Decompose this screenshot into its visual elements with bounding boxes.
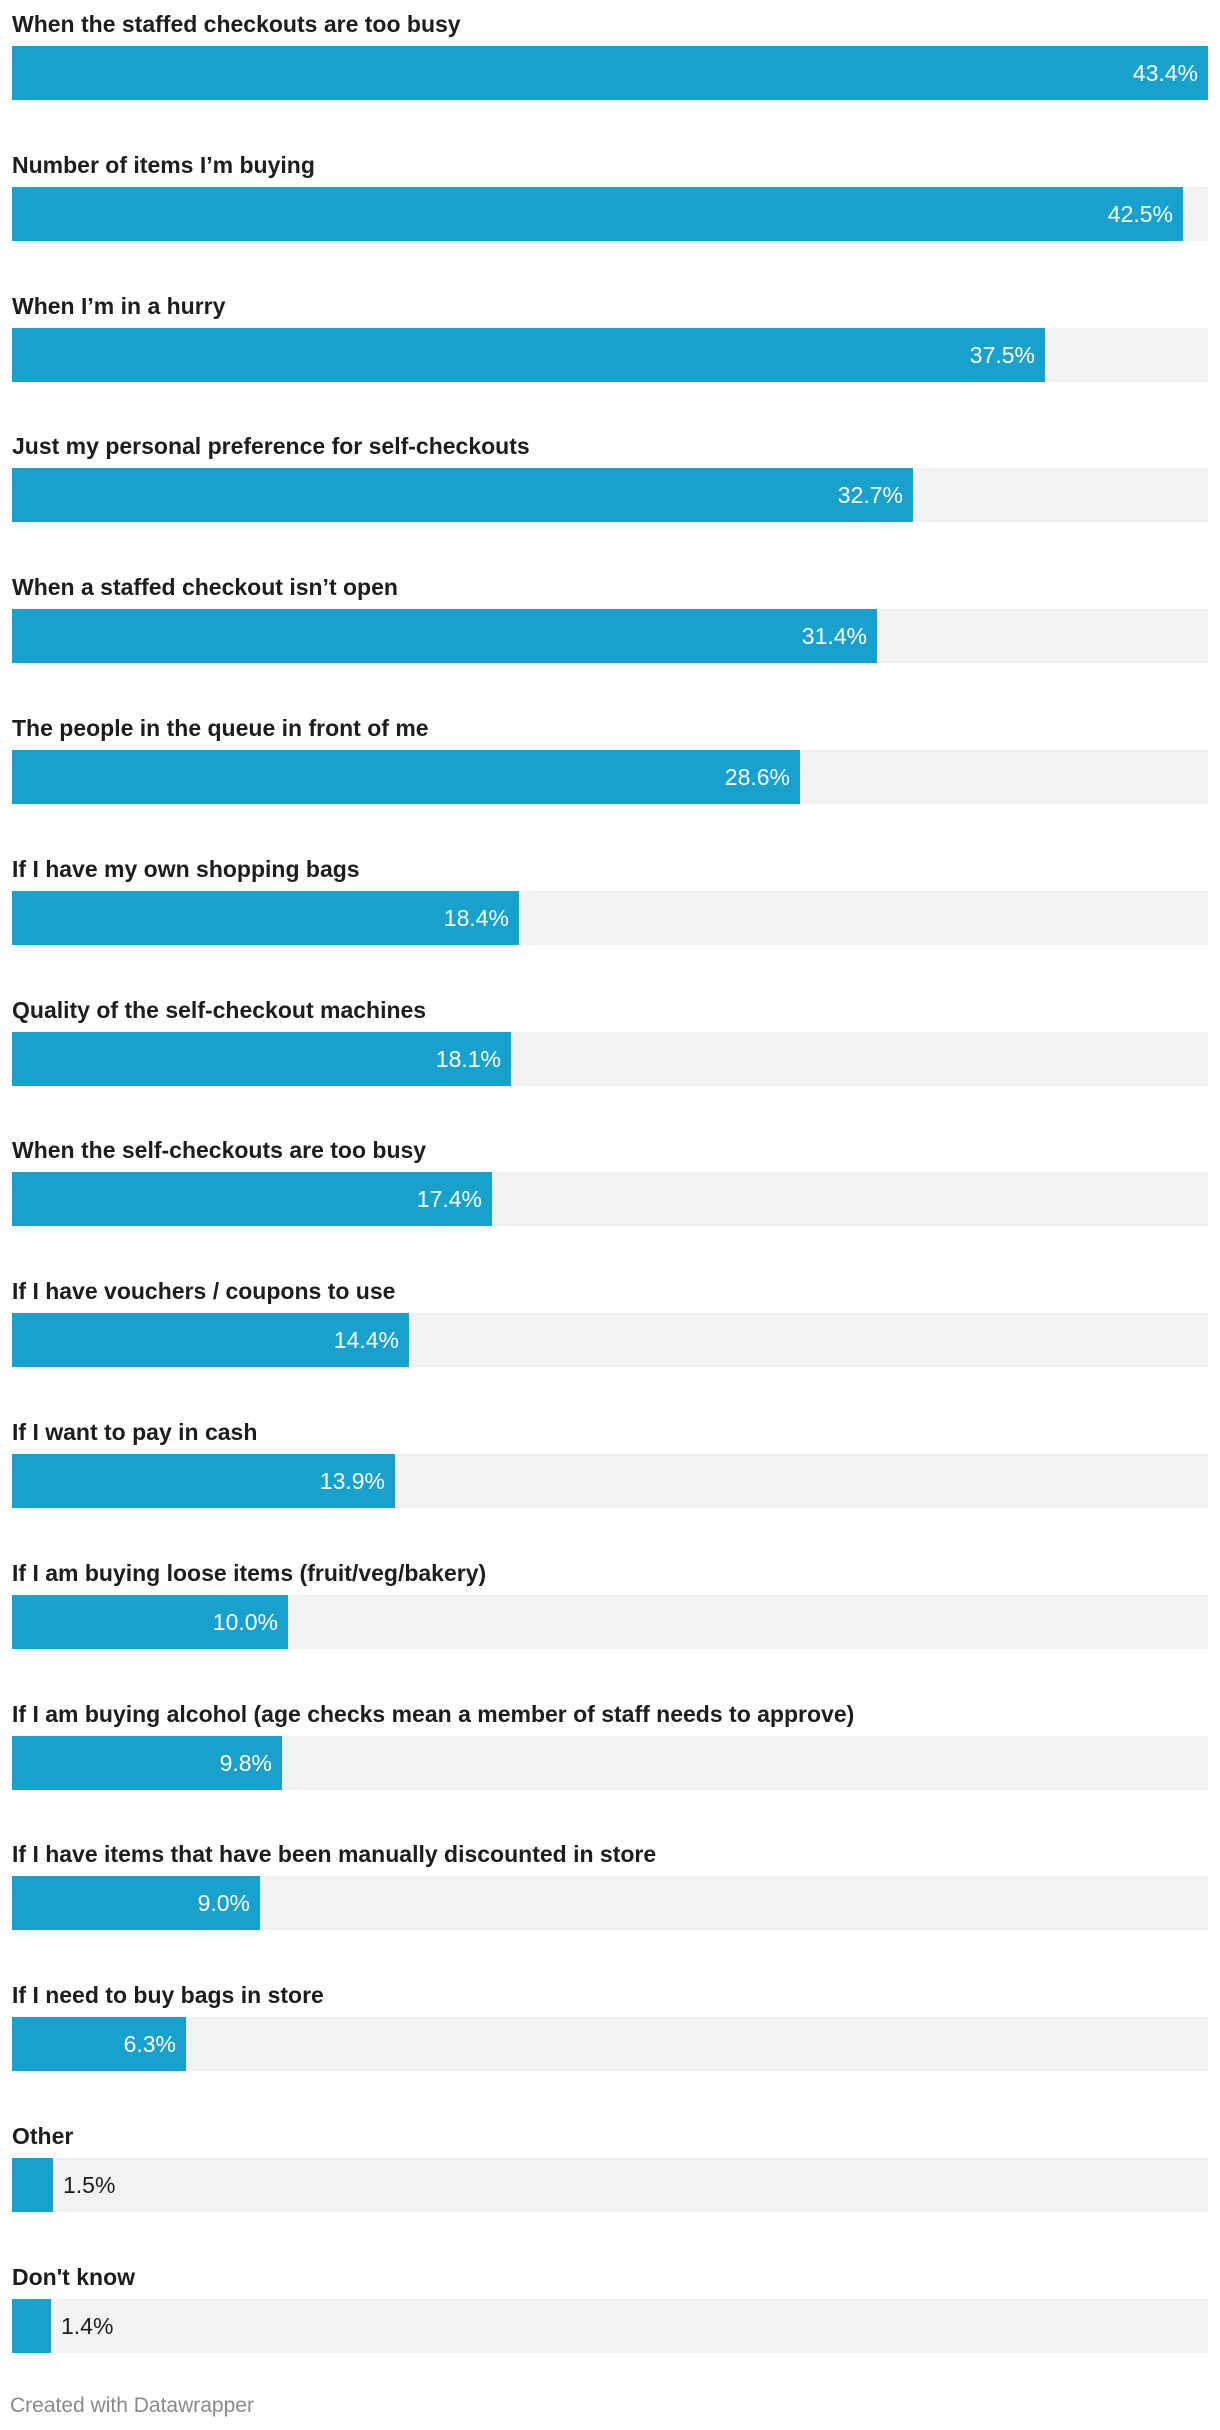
category-label: If I have items that have been manually … [12,1841,657,1868]
value-label: 37.5% [969,341,1035,368]
bar-track: 1.4% [12,2298,1208,2353]
bar [12,2158,53,2212]
category-label: If I have my own shopping bags [12,855,360,882]
bar-track: 28.6% [12,750,1208,804]
category-label: Other [12,2123,74,2149]
category-label: Quality of the self-checkout machines [12,996,427,1023]
value-label: 13.9% [319,1468,385,1494]
category-label: If I want to pay in cash [12,1419,258,1445]
value-label: 9.8% [219,1749,272,1776]
value-label: 42.5% [1107,200,1173,227]
category-label: If I need to buy bags in store [12,1982,324,2009]
bar-track: 43.4% [12,46,1208,100]
value-label: 43.4% [1132,60,1198,86]
bar [12,46,1208,100]
category-label: The people in the queue in front of me [12,715,429,741]
category-label: If I am buying loose items (fruit/veg/ba… [12,1559,487,1586]
bar [12,750,800,804]
bar [12,1735,282,1790]
bar-track: 1.5% [12,2158,1208,2212]
value-label: 18.4% [443,904,509,931]
bar [12,890,519,945]
bar [12,1876,260,1931]
bar [12,468,913,523]
bar-track: 9.8% [12,1735,1208,1790]
category-label: When the staffed checkouts are too busy [12,11,461,37]
category-label: Just my personal preference for self-che… [12,433,530,460]
bar-track: 32.7% [12,468,1208,523]
bar [12,609,877,664]
category-label: Number of items I’m buying [12,151,315,178]
bar-track: 6.3% [12,2017,1208,2072]
category-label: Don't know [12,2263,136,2290]
bar [12,2298,51,2353]
category-label: When the self-checkouts are too busy [12,1137,427,1164]
bar [12,1313,409,1368]
bar [12,1172,492,1227]
value-label: 17.4% [416,1186,482,1213]
bar-track: 18.4% [12,890,1208,945]
value-label: 31.4% [801,623,867,650]
value-label: 1.5% [63,2172,116,2198]
bar [12,186,1183,241]
category-label: When a staffed checkout isn’t open [12,574,398,601]
value-label: 32.7% [837,482,903,509]
bar-track: 10.0% [12,1594,1208,1649]
bar-track: 37.5% [12,327,1208,382]
bar-track: 18.1% [12,1031,1208,1086]
bar-track: 31.4% [12,609,1208,664]
value-label: 6.3% [123,2031,176,2058]
value-label: 10.0% [212,1608,278,1635]
value-label: 9.0% [197,1890,250,1917]
bar [12,1594,288,1649]
bar-track: 14.4% [12,1313,1208,1368]
bar-track: 42.5% [12,186,1208,241]
category-label: When I’m in a hurry [12,292,226,319]
category-label: If I am buying alcohol (age checks mean … [12,1700,855,1727]
value-label: 18.1% [435,1045,501,1072]
bar-track: 9.0% [12,1876,1208,1931]
value-label: 1.4% [61,2312,114,2339]
bar [12,1454,395,1508]
bar [12,327,1045,382]
bar [12,1031,511,1086]
datawrapper-credit: Created with Datawrapper [10,2394,254,2417]
category-label: If I have vouchers / coupons to use [12,1278,396,1305]
value-label: 28.6% [724,764,790,790]
bar-track: 17.4% [12,1172,1208,1227]
value-label: 14.4% [333,1327,399,1354]
bar-track: 13.9% [12,1454,1208,1508]
bar [12,2017,186,2072]
